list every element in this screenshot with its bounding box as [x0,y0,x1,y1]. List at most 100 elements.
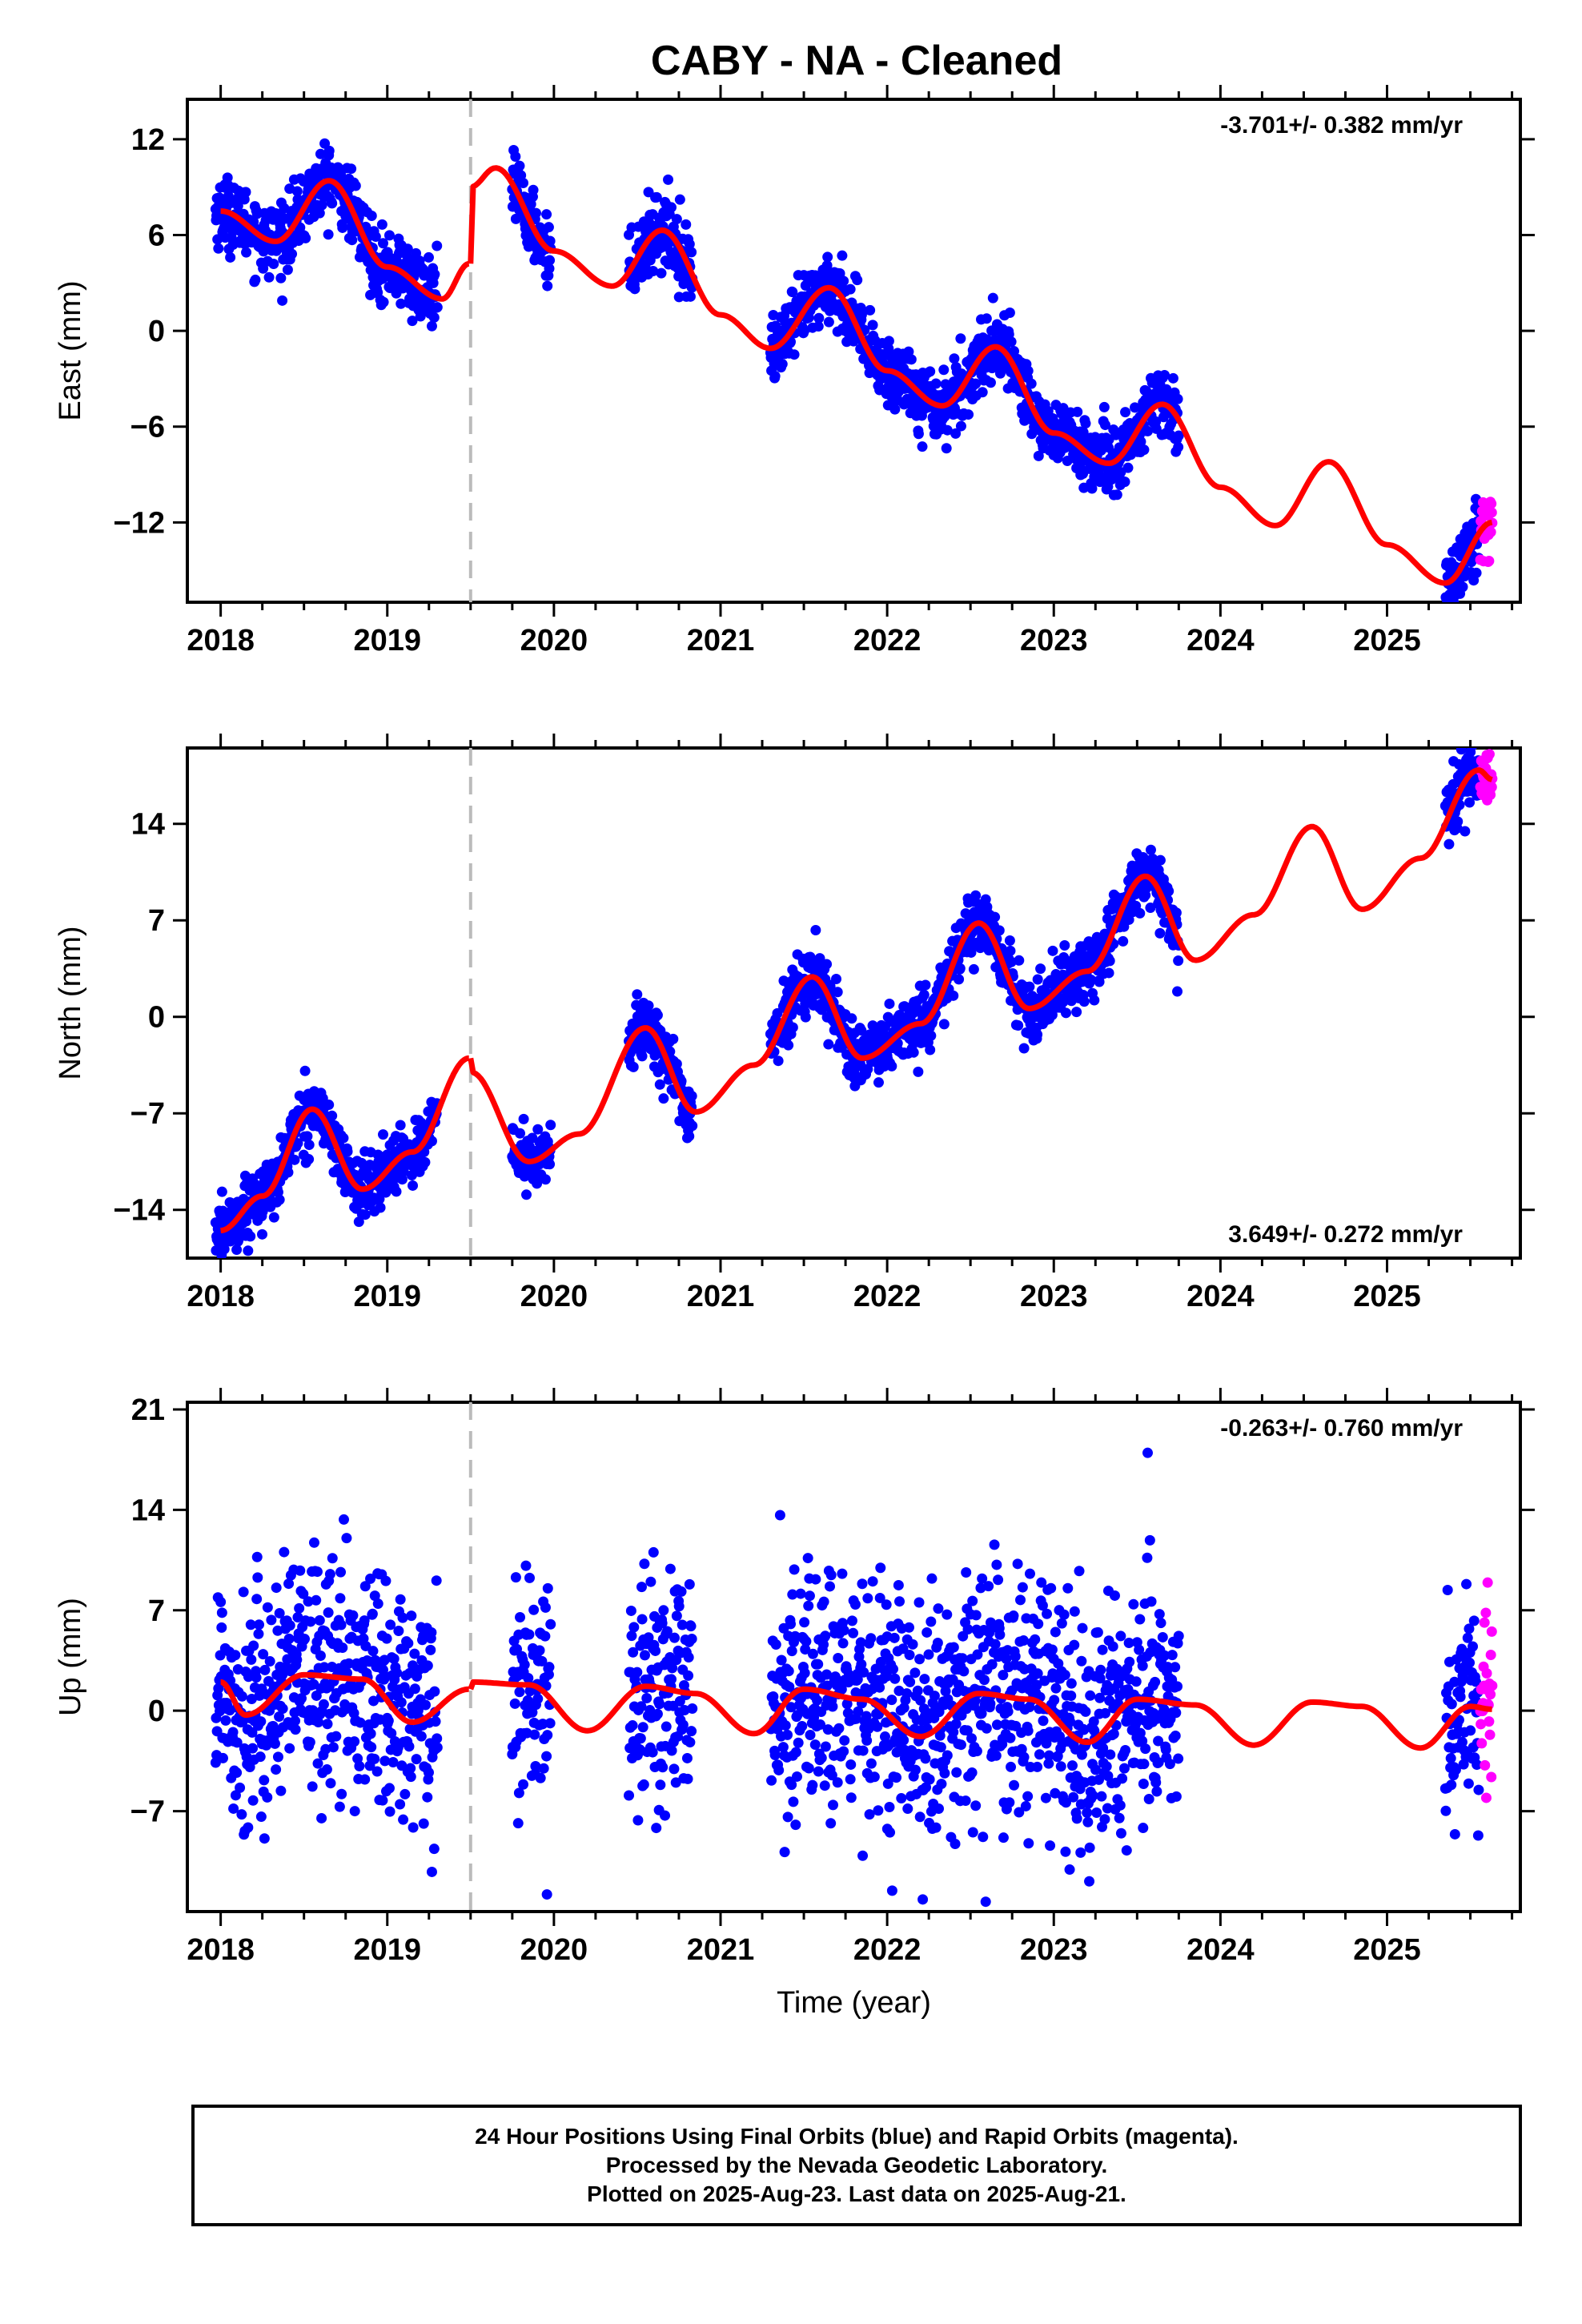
data-point-north [668,1033,679,1044]
data-point-up [283,1578,295,1590]
data-point-up [785,1702,797,1713]
data-point-up [264,1656,275,1667]
data-point-east [1026,378,1037,389]
data-point-up [262,1791,273,1803]
data-point-up [885,1827,896,1838]
data-point-east [671,214,682,225]
data-point-up [655,1779,666,1791]
data-point-up [213,1683,224,1694]
data-point-up [540,1602,551,1613]
data-point-up [331,1731,342,1742]
data-point-north [787,1022,798,1033]
data-point-up [682,1773,693,1784]
x-tick-label-east: 2019 [353,624,421,657]
data-point-up [279,1546,290,1558]
data-point-up [275,1785,287,1796]
data-point-east [432,240,443,251]
data-point-north [1094,976,1105,987]
data-point-up [314,1614,325,1626]
data-point-east [799,325,810,336]
data-point-north [1134,907,1146,919]
data-point-east [541,209,552,220]
data-point-east [429,269,440,280]
data-point-up [638,1779,649,1790]
data-point-up [408,1822,419,1833]
data-point-up [291,1655,303,1666]
data-point-up [246,1654,257,1665]
data-point-up [1018,1751,1030,1763]
data-point-up [367,1608,378,1619]
data-point-up [907,1638,918,1650]
data-point-up [867,1576,878,1587]
data-point-east [1159,369,1170,380]
data-point-north [846,1013,857,1024]
data-point-up [881,1671,893,1682]
data-point-up [828,1799,839,1811]
data-point-up [312,1758,323,1769]
rapid-point-north [1485,790,1496,801]
data-point-east [274,242,285,253]
x-tick-label-east: 2020 [520,624,588,657]
x-tick-label-east: 2024 [1186,624,1255,657]
data-point-up [914,1811,926,1823]
data-point-up [1005,1732,1016,1743]
data-point-up [236,1809,247,1820]
data-point-up [543,1669,554,1680]
data-point-up [426,1627,437,1638]
data-point-north [636,1051,648,1062]
data-point-up [542,1582,553,1594]
data-point-up [889,1673,901,1684]
x-tick-label-north: 2018 [187,1280,255,1313]
data-point-up [970,1695,981,1707]
data-point-up [1017,1582,1028,1593]
data-point-east [685,291,696,302]
data-point-up [838,1625,849,1636]
data-point-north [1060,1007,1071,1019]
data-point-east [987,292,998,304]
data-point-up [245,1619,256,1630]
y-tick-label-east: 6 [148,219,165,252]
data-point-up [425,1644,436,1655]
data-point-up [366,1742,377,1753]
data-point-north [515,1128,526,1139]
data-point-east [674,194,685,205]
data-point-up [217,1752,228,1763]
x-tick-label-up: 2018 [187,1933,255,1967]
rapid-point-east [1486,507,1497,518]
data-point-up [902,1803,913,1815]
data-point-up [933,1603,944,1614]
data-point-east [684,239,695,250]
data-point-up [1010,1651,1021,1662]
data-point-up [652,1708,663,1719]
data-point-up [805,1729,816,1740]
data-point-north [938,1019,950,1030]
data-point-up [893,1579,904,1590]
data-point-up [857,1578,868,1590]
data-point-north [532,1178,543,1189]
data-point-up [1008,1610,1019,1622]
data-point-east [686,247,697,258]
data-point-up [404,1741,415,1752]
data-point-up [879,1731,890,1743]
data-point-up [776,1655,787,1666]
data-point-east [663,174,674,185]
data-point-up [387,1756,399,1767]
data-point-east [1120,407,1131,418]
data-point-up [985,1698,996,1709]
data-point-up [787,1589,798,1600]
data-point-east [366,210,377,221]
data-point-east [542,280,553,292]
rate-label-east: -3.701+/- 0.382 mm/yr [1220,112,1463,139]
data-point-up [349,1806,360,1817]
data-point-up [624,1790,635,1801]
data-point-east [838,275,849,287]
data-point-up [271,1764,282,1775]
data-point-east [822,251,833,263]
data-point-up [283,1633,295,1644]
data-point-up [658,1605,669,1616]
data-point-east [955,333,966,344]
data-point-up [660,1810,671,1821]
data-point-up [950,1719,962,1730]
data-point-east [823,316,834,328]
data-point-up [1001,1653,1012,1664]
